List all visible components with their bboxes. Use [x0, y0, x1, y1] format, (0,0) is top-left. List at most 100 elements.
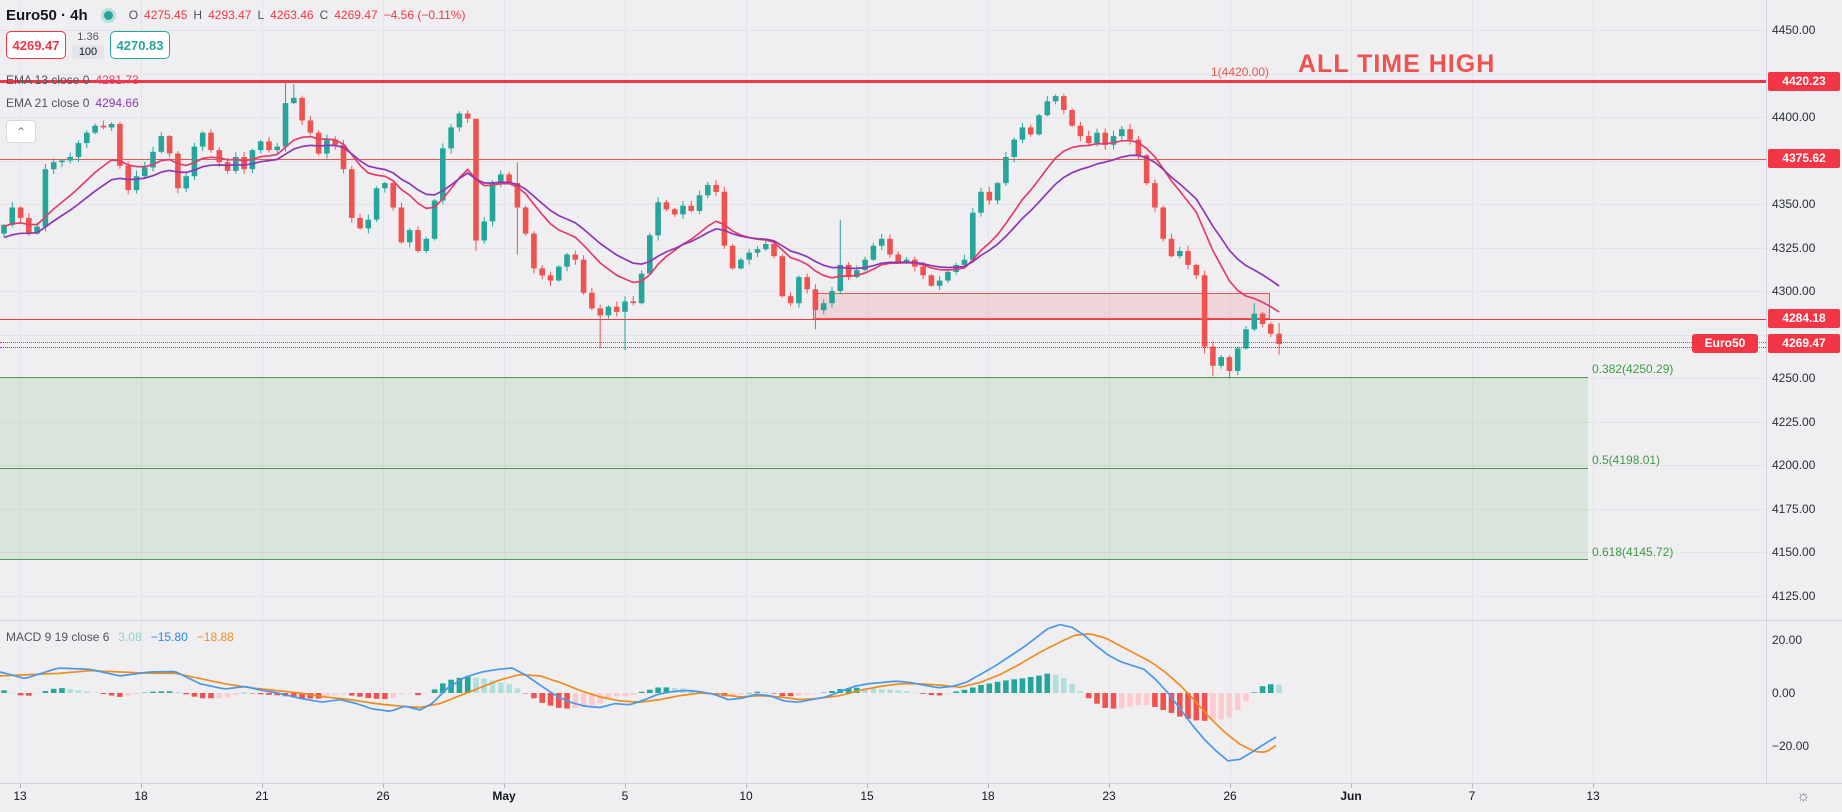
chart-canvas[interactable] [0, 0, 1842, 783]
fib-level-line [0, 377, 1588, 379]
time-axis-label[interactable]: 21 [255, 789, 269, 803]
time-axis-label[interactable]: 13 [1586, 789, 1600, 803]
candle-body [1259, 313, 1266, 324]
price-axis-label[interactable]: 4250.00 [1772, 371, 1816, 385]
macd-axis-label[interactable]: 20.00 [1772, 633, 1803, 648]
candle-body [108, 124, 115, 128]
price-axis-label[interactable]: 4300.00 [1772, 284, 1816, 298]
fib-level-50-label: 0.5(4198.01) [1592, 453, 1661, 467]
spread-column: 1.36 100 [68, 31, 108, 59]
candle-body [489, 183, 496, 222]
candle-body [1160, 207, 1166, 239]
price-axis-label[interactable]: 4450.00 [1772, 23, 1816, 37]
last-price-dotted-line [0, 341, 1766, 343]
macd-histogram-bar [655, 687, 661, 693]
open-value: 4275.45 [144, 8, 188, 22]
legend-collapse-button[interactable]: ⌃ [6, 120, 36, 143]
candle-body [671, 209, 678, 215]
time-axis-label[interactable]: 10 [739, 789, 753, 803]
time-axis-label[interactable]: 18 [134, 789, 148, 803]
macd-histogram-bar [489, 680, 496, 693]
fib-level-382-label: 0.382(4250.29) [1592, 362, 1674, 376]
candle-body [1168, 238, 1175, 257]
time-axis-tick [625, 784, 626, 788]
macd-histogram-bar [125, 693, 131, 696]
candle-body [978, 191, 984, 213]
candle-body [547, 275, 554, 281]
support-line[interactable] [0, 318, 1766, 321]
macd-histogram-bar [605, 693, 612, 700]
supply-zone-box[interactable] [813, 292, 1270, 319]
macd-histogram-bar [663, 687, 670, 693]
time-axis-tick [1351, 784, 1352, 788]
candle-body [1177, 251, 1183, 257]
pane-separator[interactable] [0, 620, 1842, 621]
time-gridline [625, 0, 626, 783]
lot-size-field[interactable]: 100 [71, 45, 105, 59]
macd-histogram-bar [638, 691, 645, 693]
price-axis-label[interactable]: 4200.00 [1772, 458, 1816, 472]
symbol-title[interactable]: Euro50 · 4h [6, 6, 88, 24]
ema13-label[interactable]: EMA 13 close 0 [6, 72, 90, 87]
macd-legend: MACD 9 19 close 6 3.08 −15.80 −18.88 [6, 630, 234, 644]
time-axis-label[interactable]: 5 [621, 789, 629, 803]
axis-settings-icon[interactable]: ☼ [1796, 788, 1811, 805]
price-axis-label[interactable]: 4400.00 [1772, 110, 1816, 124]
price-axis-label[interactable]: 4125.00 [1772, 588, 1816, 603]
macd-histogram-bar [150, 691, 156, 693]
candle-body [390, 183, 396, 208]
time-gridline [20, 0, 21, 783]
candle-body [622, 301, 628, 312]
candle-body [829, 291, 835, 304]
all-time-high-line[interactable] [0, 80, 1766, 84]
candle-body [903, 259, 910, 262]
macd-axis-label[interactable]: 0.00 [1772, 686, 1796, 700]
price-axis-label[interactable]: 4150.00 [1772, 545, 1816, 559]
macd-signal-value: −18.88 [196, 630, 234, 644]
macd-axis-label[interactable]: −20.00 [1772, 738, 1810, 753]
macd-histogram-bar [1027, 677, 1034, 693]
price-gridline [0, 552, 1766, 553]
candle-body [729, 245, 736, 269]
macd-label[interactable]: MACD 9 19 close 6 [6, 630, 110, 644]
time-gridline [383, 0, 384, 783]
time-axis-label[interactable]: 15 [860, 789, 874, 803]
time-axis-label[interactable]: 26 [1223, 789, 1237, 803]
price-gridline [0, 247, 1766, 249]
ema13-value: 4281.73 [95, 72, 139, 87]
price-axis-label[interactable]: 4350.00 [1772, 197, 1816, 211]
all-time-high-annotation[interactable]: ALL TIME HIGH [1298, 50, 1496, 78]
price-axis-label[interactable]: 4175.00 [1772, 501, 1816, 516]
macd-histogram-bar [75, 690, 82, 693]
macd-histogram-bar [1069, 683, 1075, 693]
time-axis-label[interactable]: 7 [1468, 789, 1476, 803]
time-axis-label[interactable]: Jun [1340, 789, 1362, 803]
macd-histogram-bar [887, 689, 893, 693]
candle-body [1094, 132, 1100, 144]
buy-ask-button[interactable]: 4270.83 [110, 31, 170, 59]
macd-histogram-bar [1, 690, 7, 693]
candle-body [862, 259, 868, 271]
price-axis-label[interactable]: 4325.00 [1772, 240, 1816, 255]
ema21-label[interactable]: EMA 21 close 0 [6, 95, 90, 110]
candle-body [564, 254, 570, 267]
resistance-line[interactable] [0, 159, 1766, 161]
price-gridline [0, 204, 1766, 205]
time-axis-tick [746, 784, 747, 788]
time-axis-label[interactable]: May [492, 789, 516, 803]
candle-body [572, 254, 579, 260]
time-axis-label[interactable]: 13 [13, 789, 27, 803]
macd-histogram-bar [547, 693, 554, 706]
time-axis-label[interactable]: 23 [1102, 789, 1116, 803]
price-axis-label[interactable]: 4225.00 [1772, 414, 1816, 429]
time-axis-label[interactable]: 18 [981, 789, 995, 803]
time-axis-label[interactable]: 26 [376, 789, 390, 803]
time-gridline [988, 0, 989, 783]
macd-histogram-bar [233, 693, 239, 696]
macd-histogram-bar [1152, 693, 1158, 707]
sell-bid-button[interactable]: 4269.47 [6, 31, 66, 59]
macd-histogram-bar [473, 677, 479, 693]
market-status-icon[interactable] [103, 10, 113, 20]
candle-body [291, 97, 297, 104]
macd-histogram-bar [406, 693, 413, 694]
